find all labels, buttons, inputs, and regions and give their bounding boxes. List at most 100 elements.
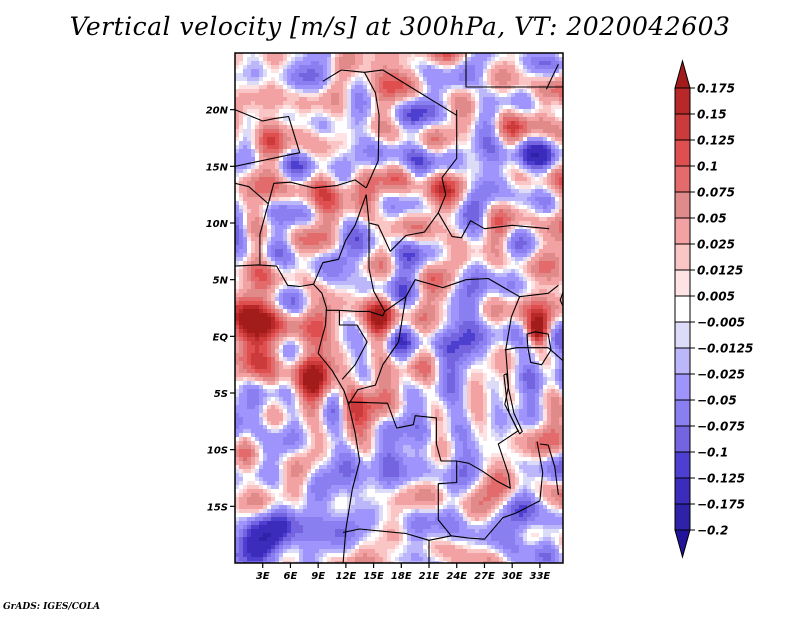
field-cell xyxy=(247,61,252,66)
field-cell xyxy=(439,173,444,178)
field-cell xyxy=(511,209,516,214)
field-cell xyxy=(315,85,320,90)
field-cell xyxy=(451,265,456,270)
field-cell xyxy=(415,273,420,278)
field-cell xyxy=(299,285,304,290)
field-cell xyxy=(511,197,516,202)
field-cell xyxy=(347,185,352,190)
field-cell xyxy=(415,105,420,110)
field-cell xyxy=(267,273,272,278)
field-cell xyxy=(331,173,336,178)
field-cell xyxy=(463,73,468,78)
field-cell xyxy=(559,69,563,74)
field-cell xyxy=(271,289,276,294)
field-cell xyxy=(375,121,380,126)
field-cell xyxy=(263,89,268,94)
field-cell xyxy=(547,241,552,246)
field-cell xyxy=(463,137,468,142)
field-cell xyxy=(495,257,500,262)
field-cell xyxy=(443,197,448,202)
field-cell xyxy=(391,157,396,162)
field-cell xyxy=(379,273,384,278)
field-cell xyxy=(375,245,380,250)
field-cell xyxy=(347,121,352,126)
field-cell xyxy=(251,173,256,178)
field-cell xyxy=(423,133,428,138)
field-cell xyxy=(363,149,368,154)
field-cell xyxy=(559,161,563,166)
field-cell xyxy=(419,65,424,70)
field-cell xyxy=(355,137,360,142)
field-cell xyxy=(351,237,356,242)
field-cell xyxy=(371,85,376,90)
field-cell xyxy=(515,225,520,230)
field-cell xyxy=(327,213,332,218)
field-cell xyxy=(435,105,440,110)
field-cell xyxy=(295,245,300,250)
field-cell xyxy=(347,265,352,270)
field-cell xyxy=(303,101,308,106)
field-cell xyxy=(235,57,240,62)
field-cell xyxy=(523,89,528,94)
field-cell xyxy=(399,77,404,82)
field-cell xyxy=(527,265,532,270)
field-cell xyxy=(479,229,484,234)
field-cell xyxy=(255,197,260,202)
field-cell xyxy=(311,69,316,74)
field-cell xyxy=(255,241,260,246)
field-cell xyxy=(387,265,392,270)
field-cell xyxy=(395,113,400,118)
field-cell xyxy=(363,225,368,230)
field-cell xyxy=(487,169,492,174)
field-cell xyxy=(279,261,284,266)
field-cell xyxy=(515,253,520,258)
field-cell xyxy=(523,101,528,106)
field-cell xyxy=(255,93,260,98)
field-cell xyxy=(467,109,472,114)
field-cell xyxy=(419,177,424,182)
field-cell xyxy=(387,245,392,250)
field-cell xyxy=(255,249,260,254)
field-cell xyxy=(331,261,336,266)
field-cell xyxy=(343,249,348,254)
field-cell xyxy=(431,101,436,106)
field-cell xyxy=(531,221,536,226)
field-cell xyxy=(243,181,248,186)
field-cell xyxy=(355,117,360,122)
field-cell xyxy=(307,149,312,154)
field-cell xyxy=(451,253,456,258)
field-cell xyxy=(239,153,244,158)
field-cell xyxy=(491,241,496,246)
field-cell xyxy=(471,269,476,274)
field-cell xyxy=(559,241,563,246)
field-cell xyxy=(523,53,528,58)
field-cell xyxy=(283,141,288,146)
field-cell xyxy=(299,229,304,234)
field-cell xyxy=(475,145,480,150)
field-cell xyxy=(303,185,308,190)
field-cell xyxy=(315,201,320,206)
field-cell xyxy=(435,125,440,130)
field-cell xyxy=(411,285,416,290)
field-cell xyxy=(443,77,448,82)
field-cell xyxy=(467,149,472,154)
field-cell xyxy=(511,261,516,266)
field-cell xyxy=(243,193,248,198)
field-cell xyxy=(251,265,256,270)
field-cell xyxy=(327,181,332,186)
field-cell xyxy=(291,89,296,94)
field-cell xyxy=(391,185,396,190)
field-cell xyxy=(331,101,336,106)
field-cell xyxy=(431,109,436,114)
field-cell xyxy=(375,277,380,282)
field-cell xyxy=(367,289,372,294)
field-cell xyxy=(267,253,272,258)
field-cell xyxy=(431,261,436,266)
field-cell xyxy=(371,125,376,130)
field-cell xyxy=(435,57,440,62)
field-cell xyxy=(299,157,304,162)
field-cell xyxy=(515,181,520,186)
field-cell xyxy=(331,89,336,94)
field-cell xyxy=(459,257,464,262)
field-cell xyxy=(507,69,512,74)
